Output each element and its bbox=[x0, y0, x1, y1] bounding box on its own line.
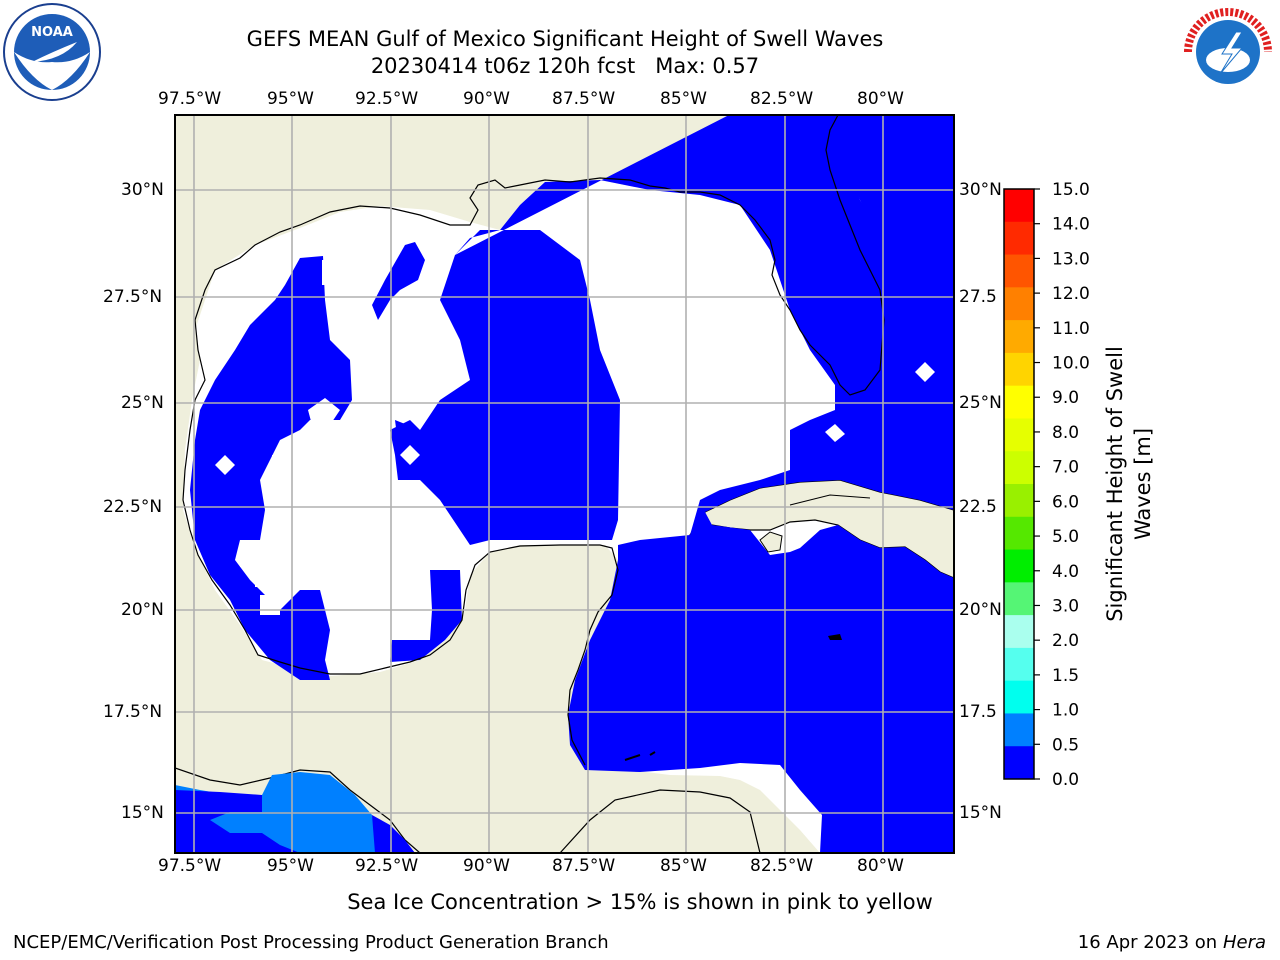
colorbar-tick-label: 1.0 bbox=[1052, 701, 1079, 721]
sea-ice-note: Sea Ice Concentration > 15% is shown in … bbox=[347, 890, 933, 914]
swan-islands bbox=[624, 751, 656, 761]
lat-tick-left: 17.5°N bbox=[103, 702, 163, 722]
colorbar-tick-label: 1.5 bbox=[1052, 666, 1079, 686]
colorbar-swatch bbox=[1004, 713, 1034, 747]
colorbar: 15.0 14.0 13.0 12.0 11.0 10.0 9.0 8.0 7.0 6.0 5.0 4… bbox=[1003, 180, 1090, 790]
lat-tick-left: 25°N bbox=[121, 393, 164, 413]
colorbar-swatch bbox=[1004, 385, 1034, 419]
colorbar-tick-label: 10.0 bbox=[1052, 354, 1090, 374]
noaa-logo: NOAA bbox=[3, 3, 101, 101]
colorbar-tick-label: 5.0 bbox=[1052, 527, 1079, 547]
lon-tick-top: 80°W bbox=[857, 89, 904, 109]
colorbar-swatches bbox=[1004, 189, 1034, 780]
lon-tick-top: 85°W bbox=[660, 89, 707, 109]
lat-tick-left: 27.5°N bbox=[103, 287, 163, 307]
colorbar-tick-label: 0.0 bbox=[1052, 770, 1079, 790]
colorbar-swatch bbox=[1004, 549, 1034, 583]
colorbar-swatch bbox=[1004, 680, 1034, 714]
map-frame bbox=[174, 114, 955, 854]
lon-tick-bottom: 82.5°W bbox=[750, 856, 814, 876]
isle-of-youth bbox=[759, 531, 783, 553]
cuba-coast bbox=[789, 494, 871, 506]
lat-tick-right: 25°N bbox=[959, 393, 1002, 413]
colorbar-tick-label: 9.0 bbox=[1052, 388, 1079, 408]
colorbar-tick-label: 13.0 bbox=[1052, 249, 1090, 269]
lon-tick-bottom: 97.5°W bbox=[158, 856, 222, 876]
lat-tick-left: 22.5°N bbox=[103, 497, 163, 517]
footer-date: 16 Apr 2023 on Hera bbox=[1078, 932, 1266, 953]
swell-blue-regions bbox=[190, 115, 954, 853]
lat-tick-left: 20°N bbox=[121, 600, 164, 620]
colorbar-swatch bbox=[1004, 615, 1034, 649]
jamaica bbox=[828, 634, 842, 640]
colorbar-tick-label: 4.0 bbox=[1052, 562, 1079, 582]
colorbar-swatch bbox=[1004, 451, 1034, 485]
colorbar-swatch bbox=[1004, 287, 1034, 321]
colorbar-swatch bbox=[1004, 352, 1034, 387]
footer-date-text: 16 Apr 2023 on bbox=[1077, 932, 1223, 953]
colorbar-frame bbox=[1003, 188, 1035, 780]
colorbar-tick-label: 3.0 bbox=[1052, 596, 1079, 616]
noaa-logo-text: NOAA bbox=[31, 25, 73, 40]
lon-tick-top: 97.5°W bbox=[158, 89, 222, 109]
footer-credit: NCEP/EMC/Verification Post Processing Pr… bbox=[13, 932, 609, 953]
colorbar-swatch bbox=[1004, 647, 1034, 682]
lon-tick-bottom: 90°W bbox=[463, 856, 510, 876]
colorbar-tick-label: 2.0 bbox=[1052, 631, 1079, 651]
lon-tick-bottom: 80°W bbox=[857, 856, 904, 876]
colorbar-swatch bbox=[1004, 516, 1034, 551]
lon-tick-top: 87.5°W bbox=[552, 89, 616, 109]
colorbar-label-line2: Waves [m] bbox=[1131, 428, 1155, 540]
colorbar-swatch bbox=[1004, 221, 1034, 256]
colorbar-swatch bbox=[1004, 418, 1034, 452]
map-subtitle: 20230414 t06z 120h fcst Max: 0.57 bbox=[370, 54, 760, 78]
colorbar-tick-label: 11.0 bbox=[1052, 319, 1090, 339]
calm-patches bbox=[215, 260, 935, 615]
lat-tick-right: 30°N bbox=[959, 180, 1002, 200]
lon-tick-top: 95°W bbox=[267, 89, 314, 109]
lon-tick-top: 82.5°W bbox=[750, 89, 814, 109]
lon-tick-bottom: 87.5°W bbox=[552, 856, 616, 876]
lon-tick-bottom: 92.5°W bbox=[355, 856, 419, 876]
colorbar-swatch bbox=[1004, 320, 1034, 354]
lat-tick-right: 20°N bbox=[959, 600, 1002, 620]
lat-tick-left: 15°N bbox=[121, 803, 164, 823]
lat-tick-right: 27.5 bbox=[959, 287, 997, 307]
colorbar-tick-label: 6.0 bbox=[1052, 492, 1079, 512]
colorbar-tick-label: 15.0 bbox=[1052, 180, 1090, 200]
lon-tick-bottom: 95°W bbox=[267, 856, 314, 876]
colorbar-tick-label: 0.5 bbox=[1052, 735, 1079, 755]
colorbar-swatch bbox=[1004, 746, 1034, 780]
colorbar-label: Significant Height of Swell Waves [m] bbox=[1103, 346, 1155, 622]
lon-tick-top: 92.5°W bbox=[355, 89, 419, 109]
pacific-swell-low bbox=[175, 790, 415, 853]
colorbar-label-line1: Significant Height of Swell bbox=[1103, 346, 1127, 622]
colorbar-tick-label: 12.0 bbox=[1052, 284, 1090, 304]
colorbar-swatch bbox=[1004, 189, 1034, 223]
lat-tick-right: 15°N bbox=[959, 803, 1002, 823]
colorbar-swatch bbox=[1004, 484, 1034, 518]
colorbar-tick-label: 7.0 bbox=[1052, 458, 1079, 478]
lat-tick-right: 17.5 bbox=[959, 702, 997, 722]
lat-tick-left: 30°N bbox=[121, 180, 164, 200]
map-title: GEFS MEAN Gulf of Mexico Significant Hei… bbox=[246, 27, 884, 51]
colorbar-swatch bbox=[1004, 582, 1034, 616]
colorbar-swatch bbox=[1004, 254, 1034, 288]
lat-tick-right: 22.5 bbox=[959, 497, 997, 517]
colorbar-tick-label: 14.0 bbox=[1052, 215, 1090, 235]
footer-host: Hera bbox=[1222, 932, 1266, 953]
grid-lines bbox=[175, 115, 954, 853]
colorbar-ticks: 15.0 14.0 13.0 12.0 11.0 10.0 9.0 8.0 7.0 6.0 5.0 4… bbox=[1034, 180, 1090, 790]
lon-tick-top: 90°W bbox=[463, 89, 510, 109]
colorbar-tick-label: 8.0 bbox=[1052, 423, 1079, 443]
lon-tick-bottom: 85°W bbox=[660, 856, 707, 876]
mexico-coast bbox=[182, 319, 619, 766]
nws-logo bbox=[1180, 4, 1276, 100]
